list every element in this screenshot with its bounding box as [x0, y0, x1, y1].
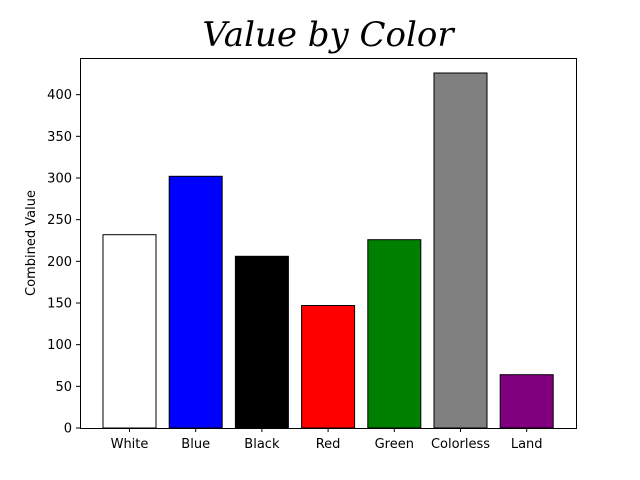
- y-tick-label: 350: [47, 130, 72, 145]
- y-axis-label: Combined Value: [24, 190, 39, 296]
- y-tick-label: 400: [47, 88, 72, 103]
- y-tick-label: 200: [47, 255, 72, 270]
- y-tick-label: 300: [47, 172, 72, 187]
- x-tick-label: Land: [511, 437, 543, 452]
- bar-green: [367, 239, 422, 429]
- bar-white: [102, 234, 157, 429]
- y-tick-label: 50: [55, 380, 72, 395]
- x-tick-label: Black: [244, 437, 280, 452]
- y-axis-ticks: 0 50 100 150 200 250 300 350 400: [47, 88, 80, 437]
- y-tick-label: 100: [47, 338, 72, 353]
- y-tick-label: 250: [47, 213, 72, 228]
- x-tick-label: Red: [316, 437, 341, 452]
- plot-frame: [80, 58, 577, 429]
- bar-red: [301, 305, 356, 429]
- bar-blue: [168, 175, 223, 429]
- y-tick-label: 0: [64, 422, 72, 437]
- x-axis-ticks: White Blue Black Red Green Colorless Land: [111, 428, 543, 452]
- y-tick-label: 150: [47, 297, 72, 312]
- x-tick-label: Blue: [181, 437, 210, 452]
- chart-title: Value by Color: [202, 15, 455, 55]
- bar-colorless: [433, 72, 488, 429]
- bar-black: [234, 255, 289, 429]
- x-tick-label: White: [111, 437, 149, 452]
- x-tick-label: Green: [375, 437, 414, 452]
- x-tick-label: Colorless: [431, 437, 490, 452]
- bars-group: [102, 72, 554, 429]
- bar-land: [499, 374, 554, 429]
